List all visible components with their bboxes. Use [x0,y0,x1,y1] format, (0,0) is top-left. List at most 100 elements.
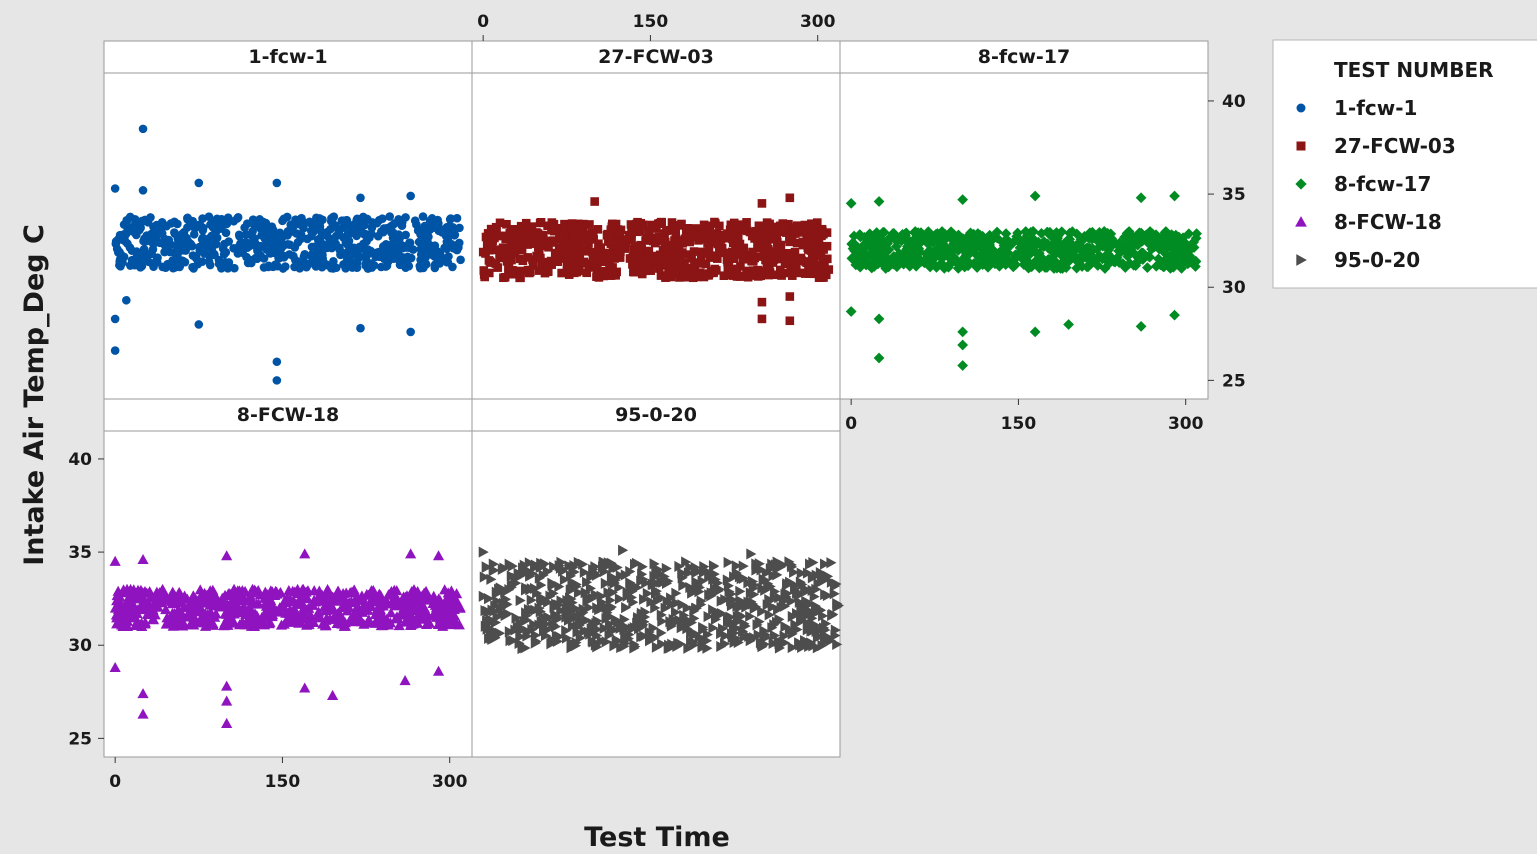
point-8-fcw-17 [936,226,948,237]
point-1-fcw-1 [272,178,282,188]
point-8-fcw-17 [1021,238,1033,249]
point-95-0-20 [619,640,630,652]
point-8-fcw-17 [1124,258,1136,269]
point-8-fcw-17 [952,262,964,274]
point-1-fcw-1 [356,323,365,333]
panel-title-8-fcw-18: 8-FCW-18 [237,404,339,426]
point-1-fcw-1 [265,249,275,258]
point-95-0-20 [786,595,797,607]
point-8-fcw-17 [1103,257,1115,269]
point-8-fcw-17 [1005,255,1017,267]
point-8-fcw-17 [1137,247,1149,259]
point-1-fcw-1 [219,250,229,259]
point-27-fcw-03 [697,228,707,237]
point-95-0-20 [702,635,713,647]
point-8-fcw-18 [295,598,307,609]
point-8-fcw-17 [914,230,926,241]
point-8-fcw-18 [109,661,121,673]
point-95-0-20 [754,616,765,628]
point-1-fcw-1 [418,212,428,221]
point-8-fcw-17 [1155,242,1167,254]
point-27-fcw-03 [696,259,706,268]
point-27-fcw-03 [664,266,673,275]
panel-title-27-fcw-03: 27-FCW-03 [598,46,714,68]
point-1-fcw-1 [268,262,278,272]
point-27-fcw-03 [730,264,740,274]
point-95-0-20 [801,595,812,607]
point-1-fcw-1 [256,224,265,233]
point-27-fcw-03 [564,267,573,277]
point-1-fcw-1 [430,260,440,269]
point-95-0-20 [521,607,532,619]
point-27-fcw-03 [790,247,800,257]
point-8-fcw-17 [1020,226,1032,237]
point-1-fcw-1 [285,240,295,249]
point-1-fcw-1 [297,259,307,269]
point-27-fcw-03 [536,230,546,240]
point-27-fcw-03 [664,240,673,250]
point-95-0-20 [769,592,780,604]
axes-layer: 0 150 300 0 150 300 0 150 300 25 30 35 40 25 30 35 40 [68,12,1246,792]
point-1-fcw-1 [122,295,131,305]
point-1-fcw-1 [152,220,161,230]
point-27-fcw-03 [546,256,556,266]
point-27-fcw-03 [757,225,767,235]
point-95-0-20 [651,585,662,597]
point-27-fcw-03 [502,257,512,266]
point-95-0-20 [774,642,785,654]
point-95-0-20 [801,635,812,647]
point-95-0-20 [561,625,572,637]
point-27-fcw-03 [585,220,594,229]
point-95-0-20 [592,623,603,636]
point-27-fcw-03 [662,259,671,269]
point-1-fcw-1 [170,228,179,237]
point-27-fcw-03 [608,263,617,272]
point-95-0-20 [768,637,779,650]
point-1-fcw-1 [329,257,338,266]
point-8-fcw-18 [112,597,125,608]
point-1-fcw-1 [335,245,345,255]
point-95-0-20 [642,587,653,600]
point-1-fcw-1 [397,218,407,227]
point-95-0-20 [519,615,530,628]
point-8-fcw-17 [897,228,908,240]
point-1-fcw-1 [153,253,162,262]
point-8-fcw-17 [965,235,976,247]
point-27-fcw-03 [806,225,815,235]
point-1-fcw-1 [343,239,352,248]
point-95-0-20 [492,611,503,623]
point-1-fcw-1 [289,251,298,261]
point-8-fcw-18 [327,602,339,613]
point-8-fcw-18 [440,612,452,623]
point-95-0-20 [530,629,541,641]
point-8-fcw-18 [166,595,178,606]
legend-label-95-0-20: 95-0-20 [1334,248,1420,272]
point-95-0-20 [584,602,595,614]
point-8-fcw-18 [308,585,320,596]
point-8-fcw-18 [432,618,444,630]
point-95-0-20 [604,618,615,630]
point-27-fcw-03 [569,232,578,242]
point-95-0-20 [627,585,638,597]
point-8-fcw-17 [927,236,939,248]
point-95-0-20 [500,586,511,598]
point-1-fcw-1 [381,262,391,271]
point-8-fcw-17 [855,231,866,243]
point-8-fcw-18 [239,602,251,614]
point-8-fcw-18 [419,611,431,622]
point-1-fcw-1 [146,213,155,222]
x-tick-label: 150 [1001,414,1037,434]
point-27-fcw-03 [780,258,790,267]
point-95-0-20 [526,594,537,606]
point-95-0-20 [703,610,714,623]
point-1-fcw-1 [160,247,169,257]
point-8-fcw-17 [1000,228,1012,240]
point-8-fcw-17 [1063,247,1075,258]
point-8-fcw-17 [1091,244,1103,255]
point-8-fcw-17 [855,245,867,257]
point-27-fcw-03 [701,271,710,280]
point-27-fcw-03 [575,250,585,260]
point-27-fcw-03 [806,237,816,247]
point-8-fcw-18 [152,592,164,603]
